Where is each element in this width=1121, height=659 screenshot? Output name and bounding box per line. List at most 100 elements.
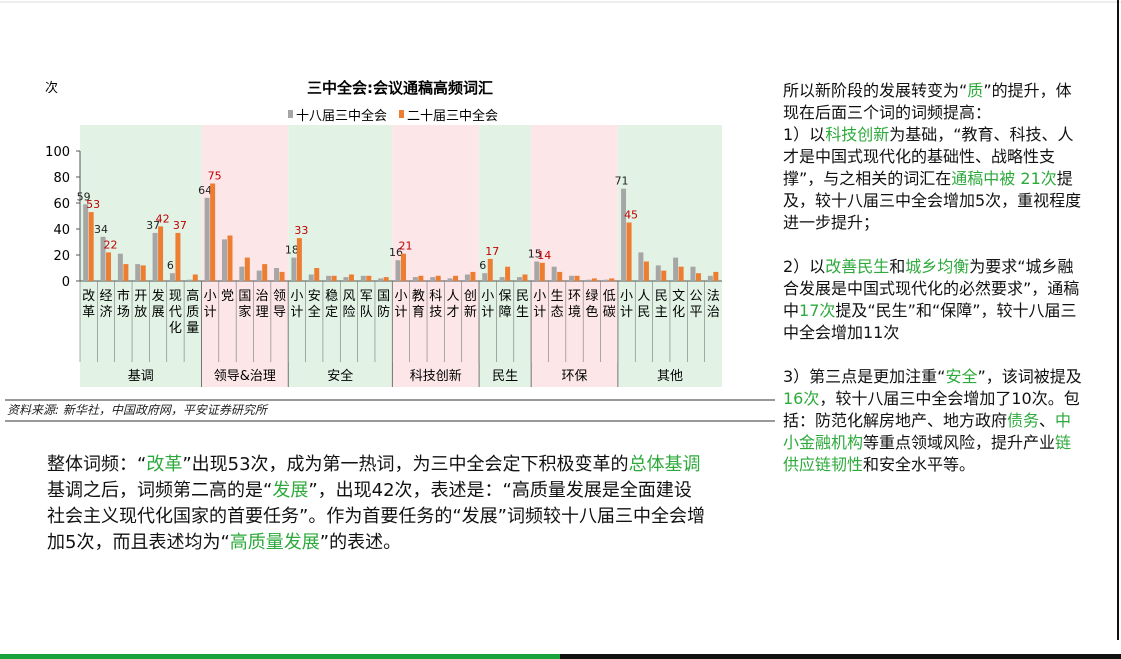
legend-swatch — [288, 110, 293, 118]
bar — [262, 264, 268, 281]
group-band — [201, 125, 289, 387]
x-tick-label: 生态 — [551, 289, 564, 320]
highlight: 城乡均衡 — [905, 257, 970, 276]
data-label: 59 — [77, 190, 91, 203]
source: 资料来源: 新华社，中国政府网，平安证券研究所 — [7, 403, 267, 417]
highlight: 17次 — [799, 301, 836, 320]
x-tick-label: 领导 — [273, 289, 286, 320]
x-tick-label: 治理 — [256, 289, 269, 320]
x-tick-label: 文化 — [672, 289, 685, 320]
bar — [221, 239, 227, 281]
bar — [487, 258, 493, 281]
paragraph: 3）第三点是更加注重“安全”，该词被提及 16次，较十八届三中全会增加了10次。包… — [783, 366, 1086, 476]
bar — [378, 278, 384, 281]
x-tick-label: 发展 — [152, 288, 165, 320]
bar — [690, 266, 696, 281]
bar — [343, 277, 349, 281]
data-label: 71 — [615, 175, 629, 188]
paragraph: 2）以改善民生和城乡均衡为要求“城乡融合发展是中国式现代化的必然要求”，通稿中1… — [783, 256, 1086, 344]
text-run: 所以新阶段的发展转变为“ — [783, 81, 968, 100]
x-tick-label: 国防 — [377, 289, 390, 320]
bar — [348, 274, 354, 281]
x-tick-label: 经济 — [100, 289, 113, 320]
bar — [713, 271, 719, 281]
bar — [522, 274, 528, 281]
data-label: 22 — [104, 238, 118, 251]
bar — [569, 275, 575, 281]
bar — [551, 266, 557, 281]
bar — [539, 262, 545, 281]
highlight: 债务 — [1007, 411, 1040, 430]
bar — [464, 274, 470, 281]
x-tick-label: 法治 — [707, 289, 720, 320]
x-tick-label: 环境 — [568, 289, 581, 320]
data-label: 64 — [198, 184, 212, 197]
text-run: ”，出现42次，表述是：“高质量发展是全面建设社会主义现代化国家的首要任务”。作… — [47, 480, 705, 553]
data-label: 37 — [173, 219, 187, 232]
highlight: 发展 — [272, 480, 309, 501]
text-run: 1）以 — [783, 125, 826, 144]
group-label: 安全 — [327, 368, 353, 384]
bar — [175, 232, 181, 281]
bar — [638, 252, 644, 281]
bar — [447, 278, 453, 281]
text-run: 基调之后，词频第二高的是“ — [47, 480, 273, 501]
x-tick-label: 开放 — [134, 289, 147, 320]
bar — [117, 253, 123, 281]
group-label: 其他 — [657, 369, 683, 384]
y-tick-label: 0 — [62, 275, 70, 290]
bar — [308, 274, 314, 281]
left-text: 整体词频：“改革”出现53次，成为第一热词，为三中全会定下积极变革的总体基调 基调… — [47, 452, 707, 556]
x-tick-label: 高质量 — [186, 288, 199, 336]
legend-swatch — [399, 110, 405, 118]
bar — [412, 277, 418, 281]
y-tick-label: 100 — [45, 145, 70, 160]
group-band — [479, 125, 532, 387]
x-tick-label: 人民 — [637, 289, 650, 320]
highlight: 科技创新 — [825, 125, 890, 144]
bar — [204, 197, 210, 281]
bar — [603, 279, 609, 281]
highlight: 质 — [967, 81, 984, 100]
group-label: 领导&治理 — [214, 369, 276, 384]
text-run: 为基础，“教育、科技、人才是中国式现代化的基础性、战略性支撑”，与之相关的词汇在 — [783, 125, 1074, 188]
x-tick-label: 公平 — [689, 289, 702, 320]
x-tick-label: 改革 — [82, 289, 95, 320]
bar — [383, 277, 389, 281]
text-run: 和安全水平等。 — [863, 455, 976, 474]
data-label: 16 — [389, 246, 403, 259]
x-tick-label: 小计 — [290, 289, 303, 320]
bar — [435, 275, 441, 281]
bar — [482, 273, 488, 281]
x-tick-label: 人才 — [447, 289, 460, 320]
group-label: 基调 — [128, 369, 154, 384]
bar — [655, 265, 661, 281]
y-unit: 次 — [45, 80, 58, 96]
bar — [678, 266, 684, 281]
data-label: 18 — [285, 244, 299, 257]
paragraph: 整体词频：“改革”出现53次，成为第一热词，为三中全会定下积极变革的总体基调 — [47, 452, 707, 478]
x-tick-label: 教育 — [412, 288, 425, 320]
bar — [239, 266, 245, 281]
bar — [621, 188, 627, 281]
bar — [152, 232, 158, 281]
bar — [470, 271, 476, 281]
bar — [227, 235, 233, 281]
bar — [100, 236, 106, 281]
bar — [314, 268, 320, 281]
text-run: ”，该词被提及 — [977, 367, 1082, 386]
bar — [135, 264, 141, 281]
data-label: 6 — [167, 259, 174, 272]
bar — [256, 270, 262, 281]
bar — [643, 261, 649, 281]
text-run: 、 — [1039, 411, 1056, 430]
bar — [499, 277, 505, 281]
x-tick-label: 保障 — [499, 289, 512, 320]
bar — [140, 265, 146, 281]
footer-dark — [560, 654, 1121, 659]
bar — [366, 275, 372, 281]
bar — [591, 278, 597, 281]
text-run: 提及，较十八届三中全会增加5次，重视程度进一步提升； — [783, 169, 1082, 232]
paragraph: 所以新阶段的发展转变为“质”的提升，体现在后面三个词的词频提高： — [783, 80, 1086, 124]
group-band — [80, 125, 202, 387]
